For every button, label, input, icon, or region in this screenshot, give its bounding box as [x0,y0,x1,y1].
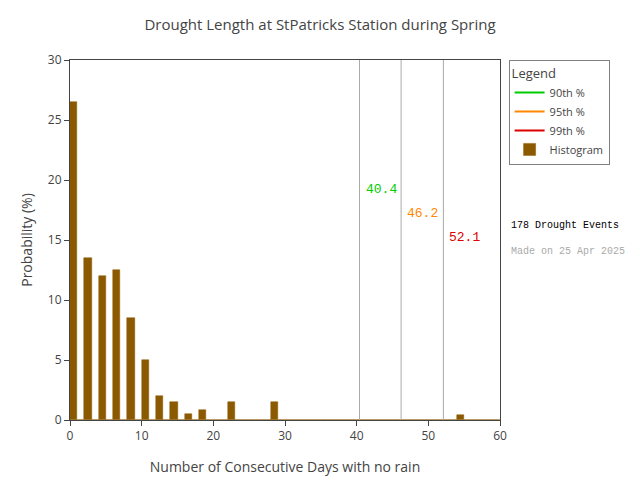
svg-text:50: 50 [421,427,435,444]
svg-text:95th %: 95th % [550,104,585,119]
svg-text:10: 10 [135,427,149,444]
svg-text:Made on 25 Apr 2025: Made on 25 Apr 2025 [511,246,625,257]
svg-text:Drought Length at StPatricks S: Drought Length at StPatricks Station dur… [144,14,495,34]
svg-text:60: 60 [493,427,507,444]
svg-text:40.4: 40.4 [366,182,397,197]
svg-text:10: 10 [48,291,62,308]
svg-text:20: 20 [206,427,220,444]
svg-text:0: 0 [55,411,62,428]
svg-text:178 Drought Events: 178 Drought Events [511,220,619,231]
svg-text:40: 40 [350,427,364,444]
svg-text:30: 30 [48,51,62,68]
svg-text:25: 25 [48,111,62,128]
svg-text:30: 30 [278,427,292,444]
svg-text:Histogram: Histogram [550,142,603,157]
svg-text:90th %: 90th % [550,85,585,100]
svg-text:15: 15 [48,231,62,248]
svg-text:Number of Consecutive Days wit: Number of Consecutive Days with no rain [150,457,420,476]
svg-text:0: 0 [67,427,74,444]
svg-text:46.2: 46.2 [407,206,438,221]
svg-text:99th %: 99th % [550,123,585,138]
svg-text:5: 5 [55,351,62,368]
svg-text:20: 20 [48,171,62,188]
svg-text:52.1: 52.1 [449,230,480,245]
svg-text:Probability (%): Probability (%) [17,193,36,287]
svg-text:Legend: Legend [512,64,556,82]
